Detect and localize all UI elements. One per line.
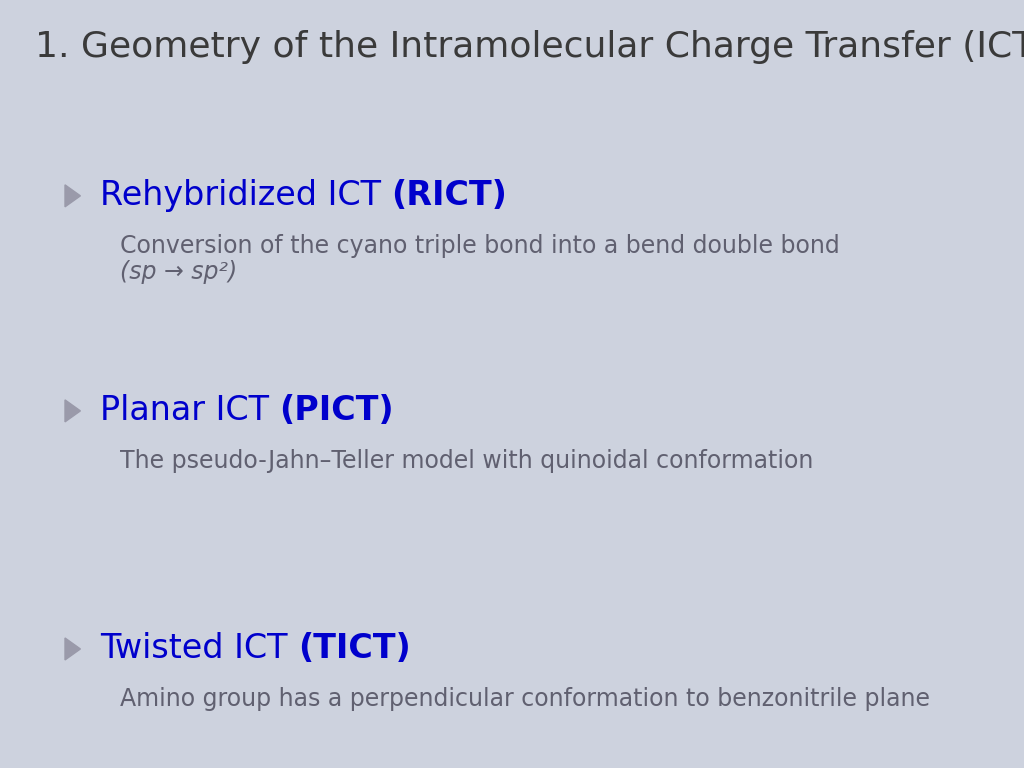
- Text: Planar ICT: Planar ICT: [100, 395, 280, 427]
- Text: The pseudo-Jahn–Teller model with quinoidal conformation: The pseudo-Jahn–Teller model with quinoi…: [120, 449, 813, 473]
- Polygon shape: [65, 185, 81, 207]
- Text: Amino group has a perpendicular conformation to benzonitrile plane: Amino group has a perpendicular conforma…: [120, 687, 930, 711]
- Text: Rehybridized ICT: Rehybridized ICT: [100, 180, 391, 212]
- Polygon shape: [65, 400, 81, 422]
- Text: (sp → sp²): (sp → sp²): [120, 260, 238, 284]
- Text: (PICT): (PICT): [280, 395, 394, 427]
- Text: (TICT): (TICT): [298, 633, 411, 665]
- Text: Twisted ICT: Twisted ICT: [100, 633, 298, 665]
- Text: (RICT): (RICT): [391, 180, 508, 212]
- Text: 1. Geometry of the Intramolecular Charge Transfer (ICT) State: 1. Geometry of the Intramolecular Charge…: [35, 30, 1024, 64]
- Polygon shape: [65, 638, 81, 660]
- Text: Conversion of the cyano triple bond into a bend double bond: Conversion of the cyano triple bond into…: [120, 233, 840, 258]
